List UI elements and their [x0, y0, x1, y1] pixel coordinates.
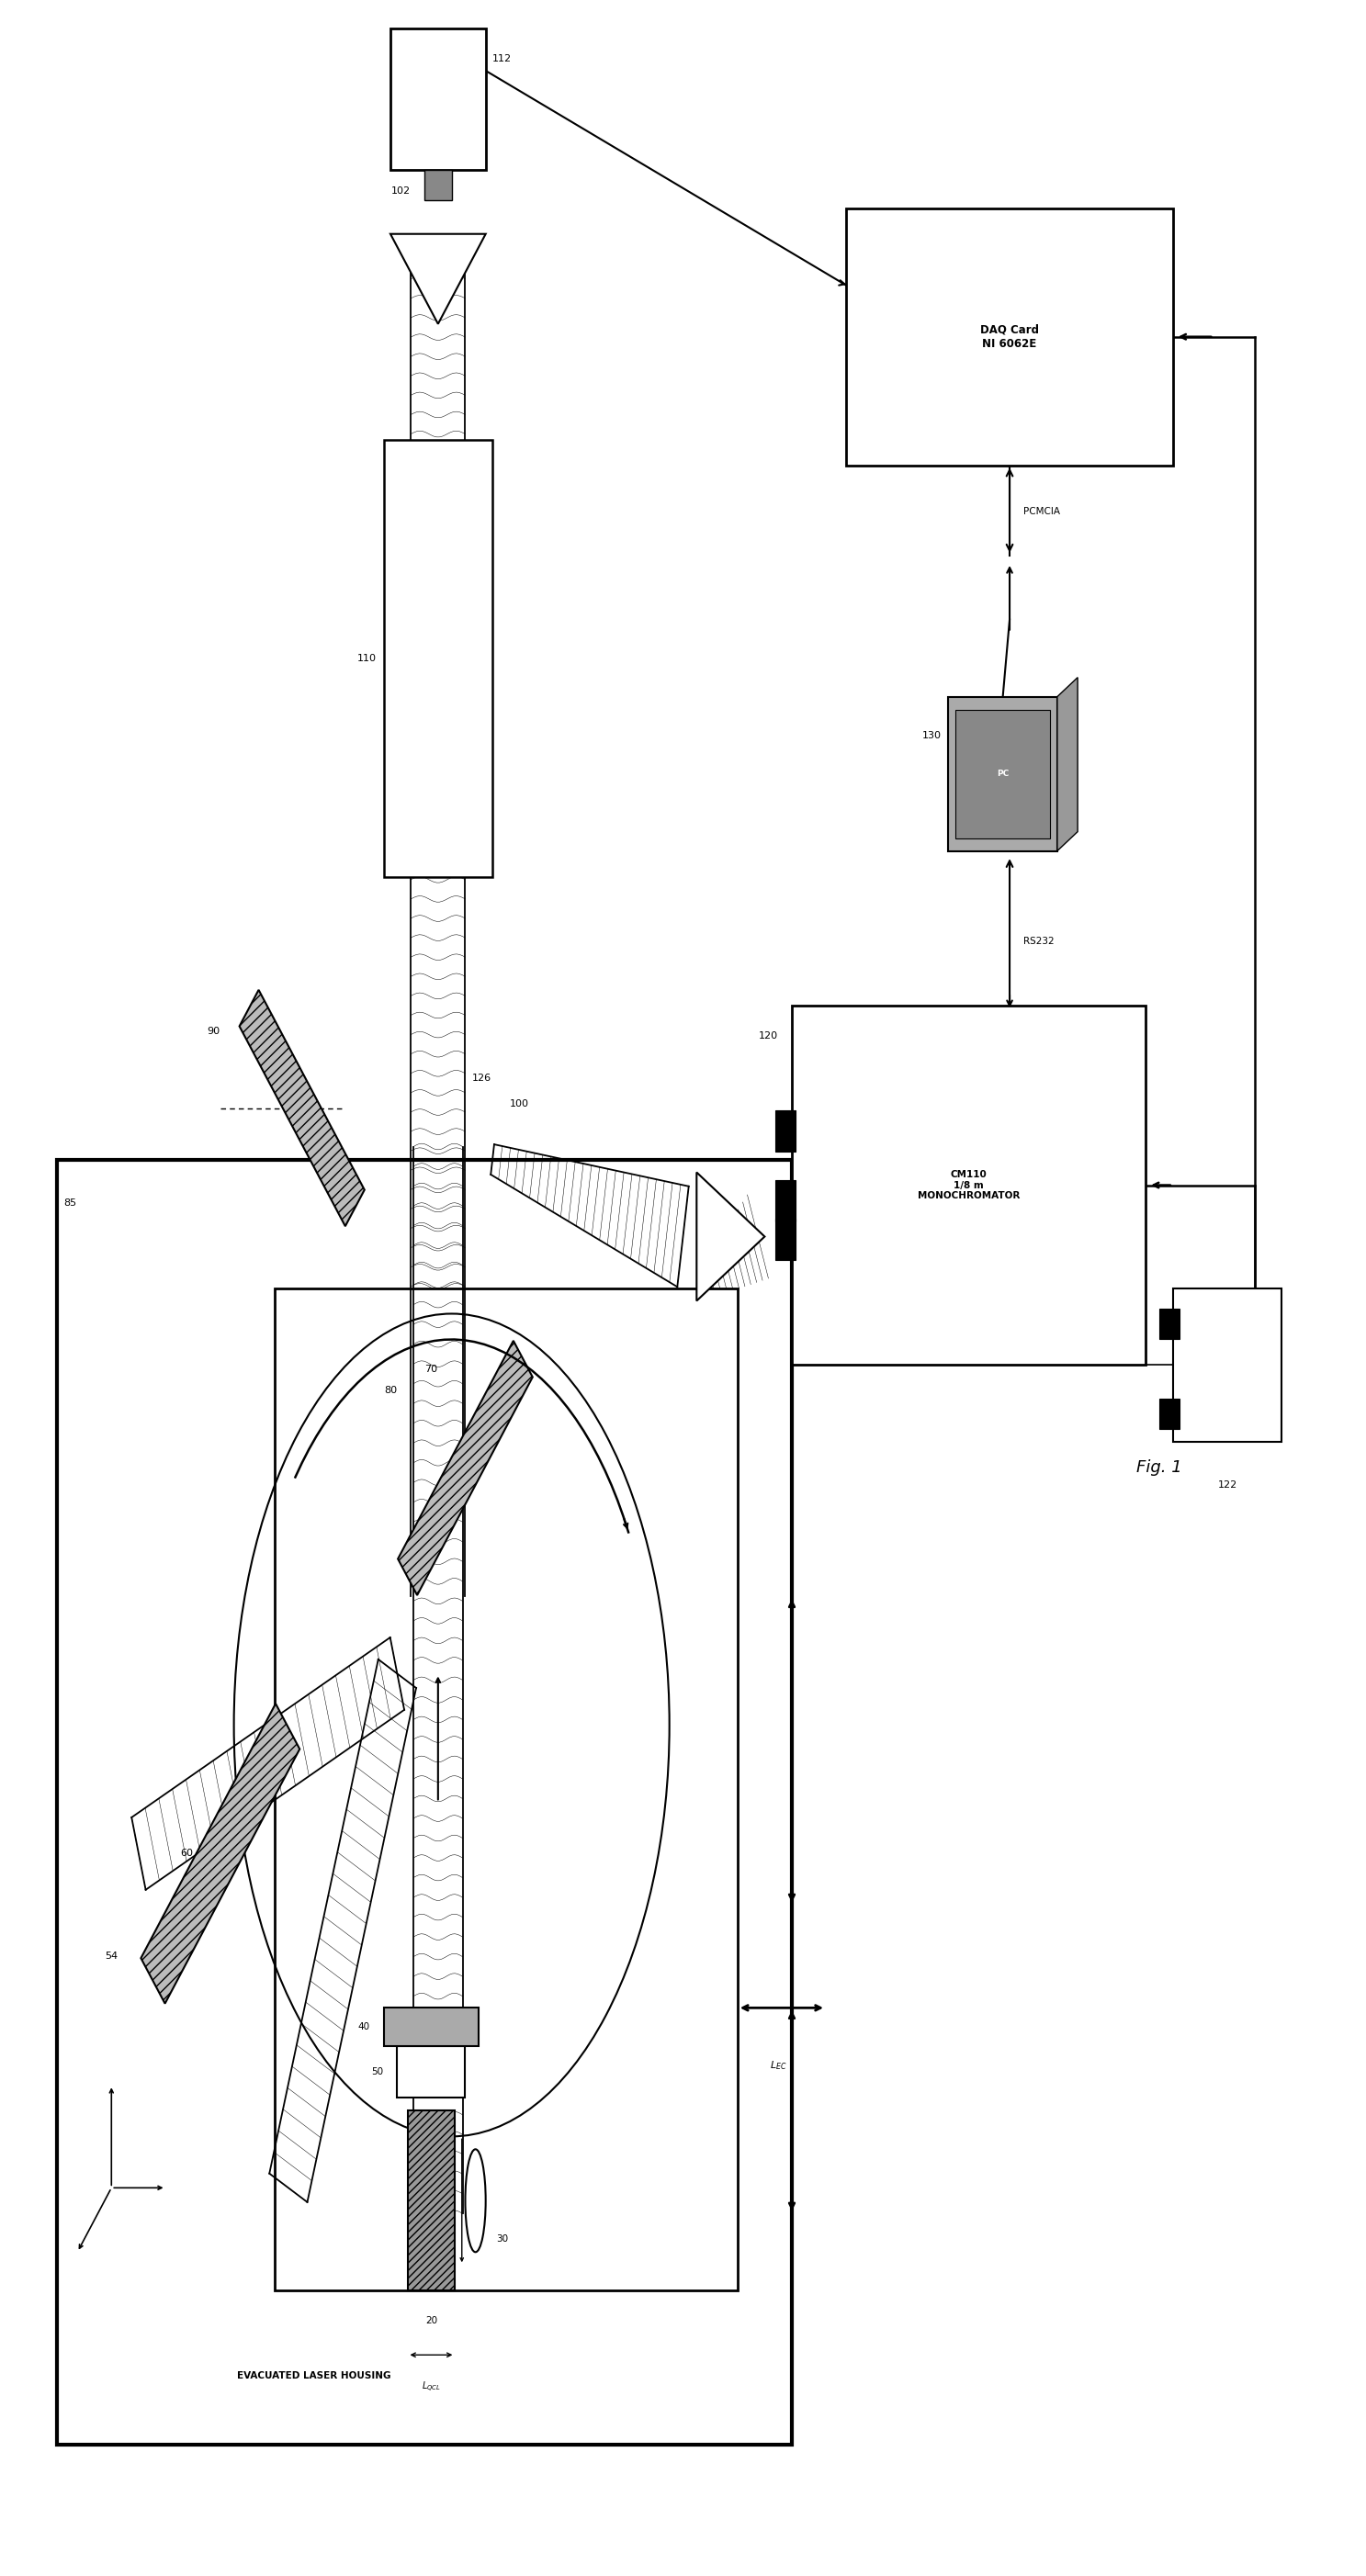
Bar: [776, 1180, 796, 1221]
Text: $L_{EC}$: $L_{EC}$: [770, 2058, 787, 2071]
Text: CM110
1/8 m
MONOCHROMATOR: CM110 1/8 m MONOCHROMATOR: [918, 1170, 1020, 1200]
Bar: [57, 1159, 792, 2445]
Ellipse shape: [466, 2148, 486, 2251]
Bar: [1173, 1288, 1281, 1443]
Bar: [792, 1005, 1146, 1365]
Text: RS232: RS232: [1023, 935, 1055, 945]
Text: 126: 126: [473, 1074, 492, 1082]
Text: 85: 85: [64, 1198, 76, 1208]
Text: 110: 110: [358, 654, 377, 662]
Text: 90: 90: [206, 1025, 220, 1036]
Text: 30: 30: [496, 2233, 508, 2244]
Text: EVACUATED LASER HOUSING: EVACUATED LASER HOUSING: [238, 2372, 391, 2380]
Bar: [955, 708, 1050, 837]
Text: 124: 124: [708, 1327, 727, 1337]
Bar: [398, 2045, 466, 2097]
Text: 100: 100: [510, 1100, 530, 1108]
Text: 40: 40: [358, 2022, 370, 2032]
Text: 112: 112: [493, 54, 512, 64]
Text: 50: 50: [372, 2069, 384, 2076]
Text: Fig. 1: Fig. 1: [1137, 1461, 1182, 1476]
Polygon shape: [398, 1340, 533, 1595]
Text: 102: 102: [392, 185, 411, 196]
Text: 80: 80: [384, 1386, 398, 1396]
Bar: [847, 209, 1173, 466]
Bar: [407, 2110, 455, 2290]
Text: 70: 70: [425, 1365, 437, 1376]
Polygon shape: [239, 989, 365, 1226]
Text: 130: 130: [922, 732, 941, 739]
Bar: [384, 440, 493, 876]
Bar: [275, 1288, 738, 2290]
Bar: [776, 1218, 796, 1260]
Text: DAQ Card
NI 6062E: DAQ Card NI 6062E: [981, 325, 1040, 350]
Bar: [776, 1110, 796, 1151]
Bar: [391, 28, 486, 170]
Text: 120: 120: [759, 1030, 779, 1041]
Polygon shape: [141, 1703, 299, 2004]
Bar: [1160, 1309, 1180, 1340]
Text: 60: 60: [180, 1850, 193, 1857]
Bar: [1160, 1399, 1180, 1430]
Text: PCMCIA: PCMCIA: [1023, 507, 1060, 515]
Polygon shape: [1057, 677, 1078, 850]
Polygon shape: [391, 234, 486, 325]
Text: PC: PC: [997, 770, 1009, 778]
Bar: [384, 2007, 479, 2045]
Text: 20: 20: [425, 2316, 437, 2326]
Bar: [425, 170, 452, 201]
Text: 122: 122: [1217, 1481, 1238, 1489]
Text: 54: 54: [105, 1953, 117, 1960]
Text: $L_{QCL}$: $L_{QCL}$: [422, 2380, 441, 2396]
Polygon shape: [697, 1172, 765, 1301]
Bar: [948, 696, 1057, 850]
